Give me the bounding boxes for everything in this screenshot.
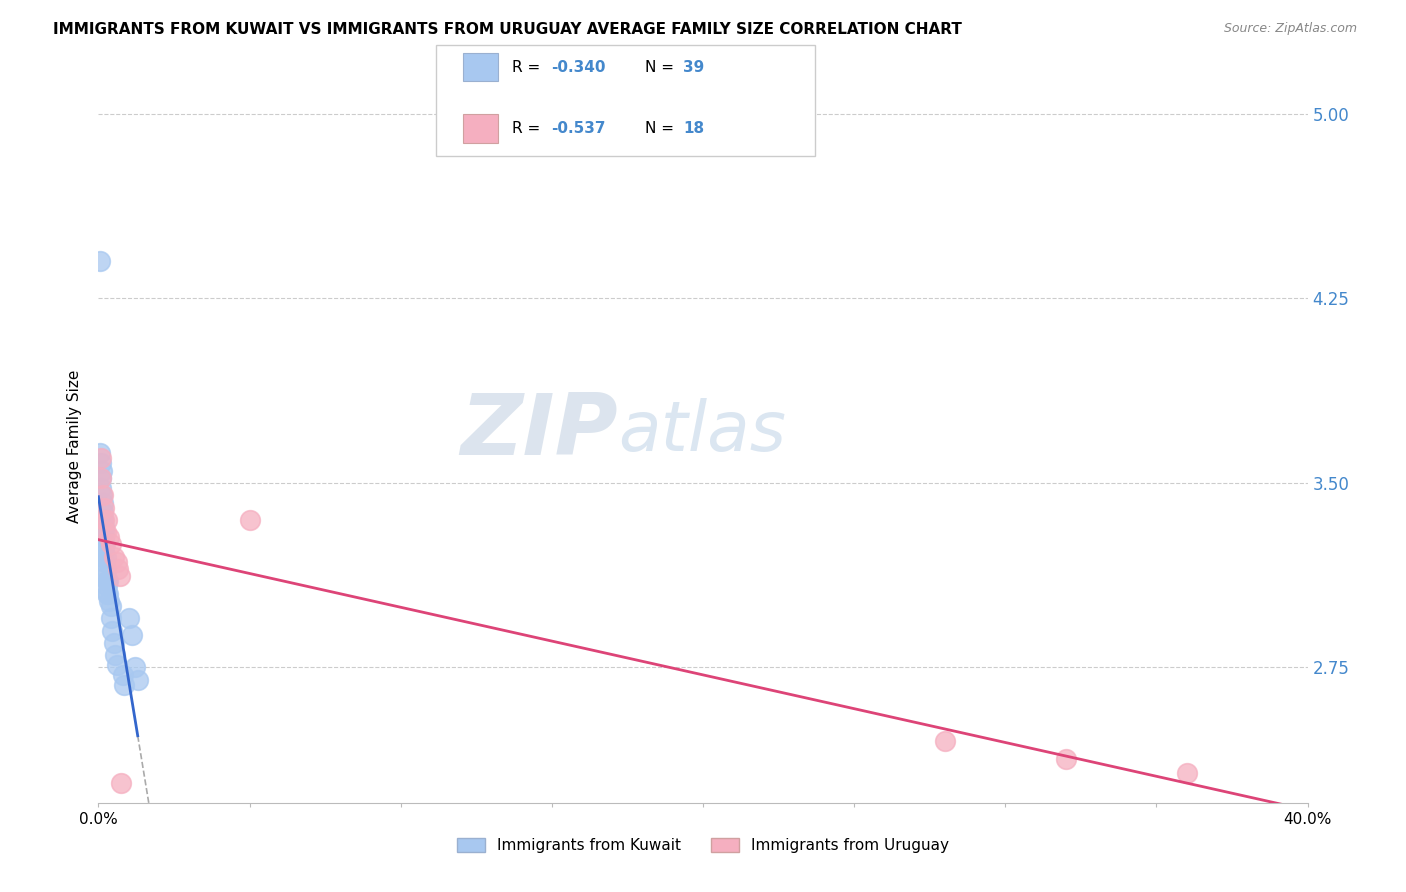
Point [934, 734, 956, 748]
Point [90, 451, 112, 466]
Text: 18: 18 [683, 121, 704, 136]
Point [91, 495, 114, 509]
Point [91, 549, 114, 564]
Text: R =: R = [512, 60, 546, 75]
Point [121, 628, 143, 642]
Point [1054, 751, 1077, 765]
Text: Source: ZipAtlas.com: Source: ZipAtlas.com [1223, 22, 1357, 36]
Point [96, 587, 118, 601]
Point [108, 569, 131, 583]
Point [118, 611, 141, 625]
Point [124, 660, 146, 674]
Point [93, 537, 115, 551]
Text: ZIP: ZIP [461, 390, 619, 474]
Point [110, 776, 132, 790]
Point [94, 549, 117, 564]
Point [103, 636, 125, 650]
Point [91, 505, 114, 519]
Point [1175, 766, 1198, 780]
Point [104, 648, 127, 662]
Point [96, 513, 118, 527]
Point [107, 562, 129, 576]
Point [90, 471, 112, 485]
Point [93, 545, 115, 559]
Point [111, 668, 134, 682]
Point [91, 488, 114, 502]
Point [93, 530, 115, 544]
Text: 39: 39 [683, 60, 704, 75]
Point [101, 624, 124, 638]
Point [94, 569, 117, 583]
Point [90, 481, 112, 495]
Point [97, 574, 120, 589]
Point [89, 446, 111, 460]
Point [94, 525, 117, 540]
Point [91, 513, 114, 527]
Point [239, 513, 262, 527]
Point [105, 555, 128, 569]
Point [96, 574, 118, 589]
Point [93, 513, 115, 527]
Point [94, 537, 117, 551]
Point [127, 673, 149, 687]
Point [94, 562, 117, 576]
Text: N =: N = [645, 121, 679, 136]
Text: IMMIGRANTS FROM KUWAIT VS IMMIGRANTS FROM URUGUAY AVERAGE FAMILY SIZE CORRELATIO: IMMIGRANTS FROM KUWAIT VS IMMIGRANTS FRO… [53, 22, 962, 37]
Legend: Immigrants from Kuwait, Immigrants from Uruguay: Immigrants from Kuwait, Immigrants from … [451, 831, 955, 859]
Text: N =: N = [645, 60, 679, 75]
Point [94, 555, 117, 569]
Point [98, 594, 121, 608]
Point [93, 525, 115, 540]
Point [90, 471, 112, 485]
Point [105, 658, 128, 673]
Point [93, 520, 115, 534]
Point [100, 537, 122, 551]
Point [103, 549, 125, 564]
Point [100, 611, 122, 625]
Point [90, 456, 112, 470]
Point [96, 579, 118, 593]
Y-axis label: Average Family Size: Average Family Size [67, 369, 83, 523]
Point [93, 500, 115, 515]
Text: -0.340: -0.340 [551, 60, 606, 75]
Text: -0.537: -0.537 [551, 121, 606, 136]
Point [91, 464, 114, 478]
Point [89, 254, 111, 268]
Text: atlas: atlas [619, 398, 786, 466]
Point [97, 587, 120, 601]
Point [112, 678, 135, 692]
Point [91, 488, 114, 502]
Text: R =: R = [512, 121, 546, 136]
Point [100, 599, 122, 613]
Point [98, 530, 121, 544]
